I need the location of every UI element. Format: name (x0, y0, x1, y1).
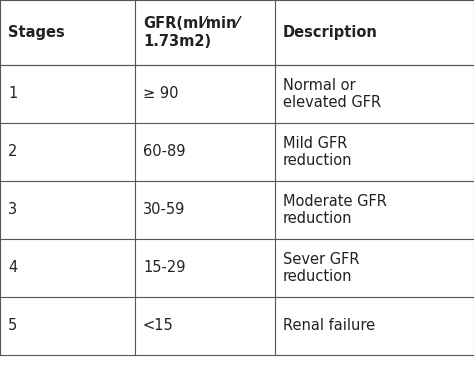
Text: 4: 4 (8, 261, 17, 275)
Text: Normal or
elevated GFR: Normal or elevated GFR (283, 78, 381, 110)
Text: 1: 1 (8, 86, 17, 101)
Text: 2: 2 (8, 144, 18, 160)
Text: Renal failure: Renal failure (283, 319, 375, 333)
Text: Stages: Stages (8, 25, 65, 40)
Text: 60-89: 60-89 (143, 144, 185, 160)
Text: Mild GFR
reduction: Mild GFR reduction (283, 136, 353, 168)
Text: ≥ 90: ≥ 90 (143, 86, 179, 101)
Text: 5: 5 (8, 319, 17, 333)
Text: Moderate GFR
reduction: Moderate GFR reduction (283, 194, 387, 226)
Text: GFR(ml⁄min⁄
1.73m2): GFR(ml⁄min⁄ 1.73m2) (143, 16, 239, 49)
Text: <15: <15 (143, 319, 174, 333)
Text: Description: Description (283, 25, 378, 40)
Text: Sever GFR
reduction: Sever GFR reduction (283, 252, 359, 284)
Text: 15-29: 15-29 (143, 261, 185, 275)
Text: 3: 3 (8, 202, 17, 218)
Text: 30-59: 30-59 (143, 202, 185, 218)
